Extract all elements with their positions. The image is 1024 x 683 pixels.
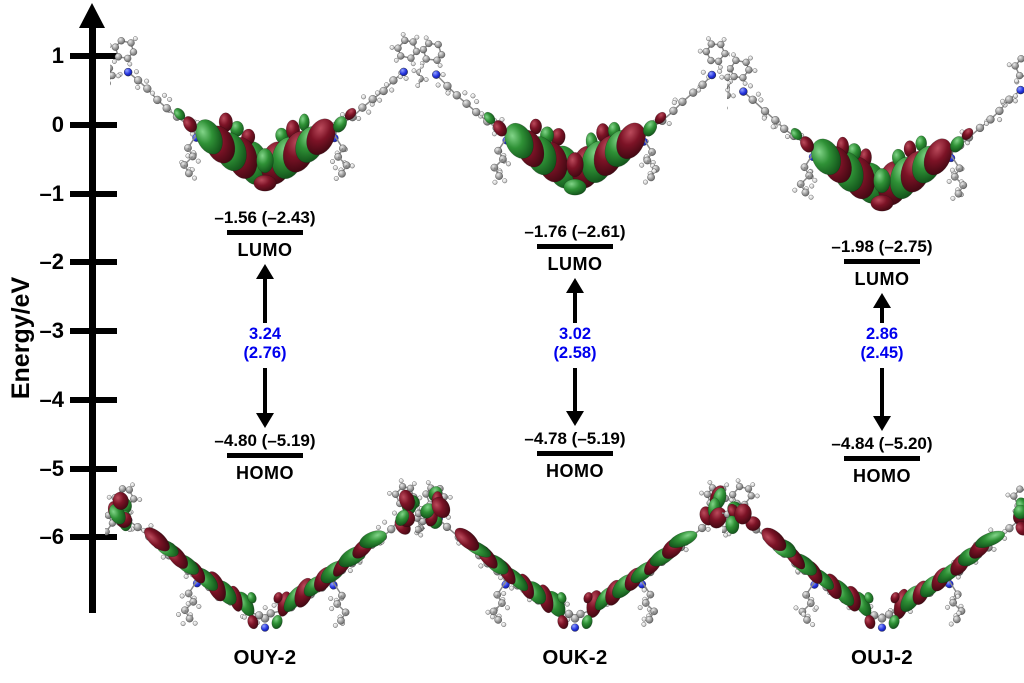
- homo-label: HOMO: [236, 462, 294, 483]
- gap-value: 3.02 (2.58): [410, 325, 740, 363]
- axis-tick: [70, 534, 117, 541]
- homo-orbital-image: [105, 478, 425, 632]
- gap-arrow-down-icon: [873, 415, 891, 431]
- axis-tick: [70, 396, 117, 403]
- gap-value-main: 3.24: [248, 325, 282, 343]
- molecule-column-ouy2: –1.56 (–2.43) LUMO 3.24 (2.76) –4.80 (–5…: [100, 0, 430, 683]
- lumo-orbital-image: [420, 35, 730, 196]
- molecule-column-ouk2: –1.76 (–2.61) LUMO 3.02 (2.58) –4.78 (–5…: [410, 0, 740, 683]
- gap-value: 2.86 (2.45): [717, 325, 1024, 363]
- homo-label: HOMO: [853, 465, 911, 486]
- axis-tick-label: –1: [39, 180, 64, 206]
- gap-arrow-down-shaft: [880, 368, 884, 417]
- homo-energy-value: –4.80 (–5.19): [214, 430, 316, 450]
- lumo-energy-value: –1.56 (–2.43): [214, 208, 316, 228]
- gap-arrow-down-icon: [566, 411, 584, 427]
- lumo-label: LUMO: [547, 253, 603, 274]
- homo-energy-value: –4.78 (–5.19): [524, 429, 626, 449]
- gap-arrow-up-icon: [566, 277, 584, 293]
- axis-tick: [70, 122, 117, 128]
- gap-value-paren: (2.58): [553, 344, 597, 362]
- gap-arrow-down-shaft: [263, 368, 267, 414]
- homo-label: HOMO: [546, 461, 604, 482]
- lumo-level-line: [227, 230, 303, 236]
- axis-tick: [70, 53, 117, 60]
- axis-tick-label: –6: [39, 524, 64, 550]
- axis-shaft: [89, 22, 96, 613]
- lumo-orbital-image: [110, 32, 420, 192]
- homo-orbital-image: [415, 480, 735, 632]
- axis-tick: [70, 259, 117, 266]
- molecule-column-ouj2: –1.98 (–2.75) LUMO 2.86 (2.45) –4.84 (–5…: [717, 0, 1024, 683]
- gap-value-main: 2.86: [865, 325, 899, 343]
- gap-arrow-up-icon: [256, 264, 274, 280]
- axis-tick-label: –2: [39, 249, 64, 275]
- lumo-label: LUMO: [237, 240, 293, 261]
- homo-energy-value: –4.84 (–5.20): [831, 433, 933, 453]
- lumo-level-line: [537, 243, 613, 249]
- gap-arrow-up-shaft: [263, 277, 267, 323]
- axis-tick: [70, 190, 117, 197]
- molecule-name: OUY-2: [233, 646, 297, 669]
- lumo-level-line: [844, 259, 920, 265]
- gap-value: 3.24 (2.76): [100, 325, 430, 363]
- gap-arrow-down-icon: [256, 412, 274, 428]
- lumo-orbital-image: [727, 52, 1024, 212]
- gap-arrow-up-shaft: [880, 306, 884, 323]
- gap-arrow-up-icon: [873, 293, 891, 309]
- gap-value-paren: (2.76): [243, 344, 287, 362]
- lumo-energy-value: –1.76 (–2.61): [524, 221, 626, 241]
- homo-level-line: [844, 455, 920, 461]
- homo-level-line: [537, 451, 613, 457]
- axis-tick-label: –4: [39, 386, 64, 412]
- axis-tick: [70, 465, 117, 472]
- gap-value-paren: (2.45): [860, 344, 904, 362]
- lumo-label: LUMO: [854, 269, 910, 290]
- gap-value-main: 3.02: [558, 325, 592, 343]
- axis-tick-label: –5: [39, 455, 64, 481]
- axis-title: Energy/eV: [7, 276, 35, 400]
- axis-tick: [70, 328, 117, 335]
- molecule-name: OUK-2: [542, 646, 608, 669]
- axis-tick-label: 1: [51, 43, 64, 69]
- gap-arrow-down-shaft: [573, 368, 577, 413]
- axis-tick-label: 0: [51, 112, 64, 137]
- molecule-name: OUJ-2: [851, 646, 913, 669]
- lumo-energy-value: –1.98 (–2.75): [831, 237, 933, 257]
- gap-arrow-up-shaft: [573, 290, 577, 323]
- homo-orbital-image: [722, 478, 1024, 632]
- axis-tick-label: –3: [39, 318, 64, 344]
- homo-level-line: [227, 452, 303, 458]
